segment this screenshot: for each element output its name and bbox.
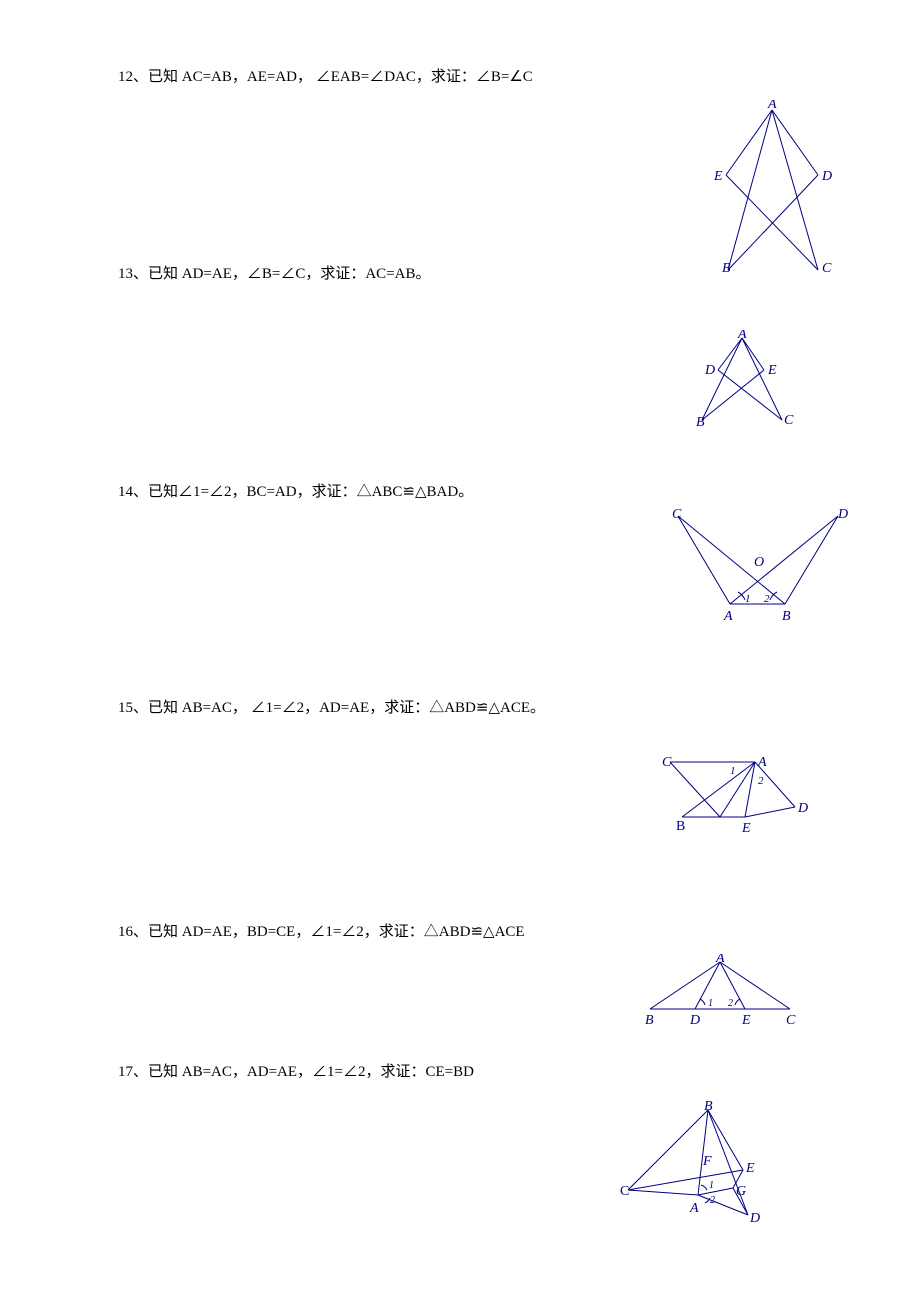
label-c: C <box>786 1013 796 1028</box>
label-b: B <box>722 261 731 275</box>
problem-15: 15、已知 AB=AC， ∠1=∠2，AD=AE，求证：△ABD≌△ACE。 <box>118 696 618 720</box>
label-b: B <box>676 819 685 834</box>
label-f: F <box>702 1154 712 1169</box>
problem-14-text: 14、已知∠1=∠2，BC=AD，求证：△ABC≌△BAD。 <box>118 484 473 500</box>
label-c: C <box>620 1184 629 1199</box>
label-2: 2 <box>710 1195 715 1206</box>
label-a: A <box>757 755 767 770</box>
label-1: 1 <box>708 998 713 1009</box>
label-d: D <box>837 507 848 522</box>
label-e: E <box>741 1013 751 1028</box>
problem-14: 14、已知∠1=∠2，BC=AD，求证：△ABC≌△BAD。 <box>118 480 618 504</box>
problem-12-text: 12、已知 AC=AB，AE=AD， ∠EAB=∠DAC，求证：∠B=∠C <box>118 69 533 85</box>
label-d: D <box>749 1211 760 1226</box>
label-a: A <box>737 330 747 342</box>
label-d: D <box>821 169 832 184</box>
problem-16: 16、已知 AD=AE，BD=CE，∠1=∠2，求证：△ABD≌△ACE <box>118 920 618 944</box>
label-e: E <box>741 821 751 836</box>
label-g: G <box>736 1184 746 1199</box>
label-d: D <box>689 1013 700 1028</box>
label-2: 2 <box>728 998 733 1009</box>
label-a: A <box>715 954 725 966</box>
label-2: 2 <box>764 593 770 605</box>
problem-17: 17、已知 AB=AC，AD=AE，∠1=∠2，求证：CE=BD <box>118 1060 618 1084</box>
problem-17-text: 17、已知 AB=AC，AD=AE，∠1=∠2，求证：CE=BD <box>118 1064 474 1080</box>
label-1: 1 <box>745 593 751 605</box>
label-o: O <box>754 555 764 570</box>
label-b: B <box>704 1100 713 1114</box>
label-a: A <box>767 100 777 112</box>
label-e: E <box>713 169 723 184</box>
figure-17: B F E C 1 2 G A D <box>618 1100 788 1235</box>
label-2: 2 <box>758 775 764 787</box>
label-c: C <box>662 755 672 770</box>
label-b: B <box>696 415 705 430</box>
figure-13: A D E B C <box>690 330 810 435</box>
problem-15-text: 15、已知 AB=AC， ∠1=∠2，AD=AE，求证：△ABD≌△ACE。 <box>118 700 545 716</box>
label-e: E <box>767 363 777 378</box>
label-a: A <box>723 609 733 624</box>
label-d: D <box>704 363 715 378</box>
label-b: B <box>782 609 791 624</box>
figure-15: C A 1 2 B E D <box>660 752 820 847</box>
label-c: C <box>672 507 682 522</box>
label-c: C <box>784 413 794 428</box>
problem-13-text: 13、已知 AD=AE，∠B=∠C，求证：AC=AB。 <box>118 266 430 282</box>
problem-12: 12、已知 AC=AB，AE=AD， ∠EAB=∠DAC，求证：∠B=∠C <box>118 65 618 89</box>
label-a: A <box>689 1201 699 1216</box>
label-1: 1 <box>709 1180 714 1191</box>
label-c: C <box>822 261 832 275</box>
label-d: D <box>797 801 808 816</box>
problem-16-text: 16、已知 AD=AE，BD=CE，∠1=∠2，求证：△ABD≌△ACE <box>118 924 525 940</box>
label-b: B <box>645 1013 654 1028</box>
figure-16: A 1 2 B D E C <box>640 954 800 1039</box>
figure-12: A E D B C <box>710 100 840 280</box>
label-e: E <box>745 1161 755 1176</box>
figure-14: C D O 1 2 A B <box>660 504 850 634</box>
label-1: 1 <box>730 765 736 777</box>
problem-13: 13、已知 AD=AE，∠B=∠C，求证：AC=AB。 <box>118 262 618 286</box>
